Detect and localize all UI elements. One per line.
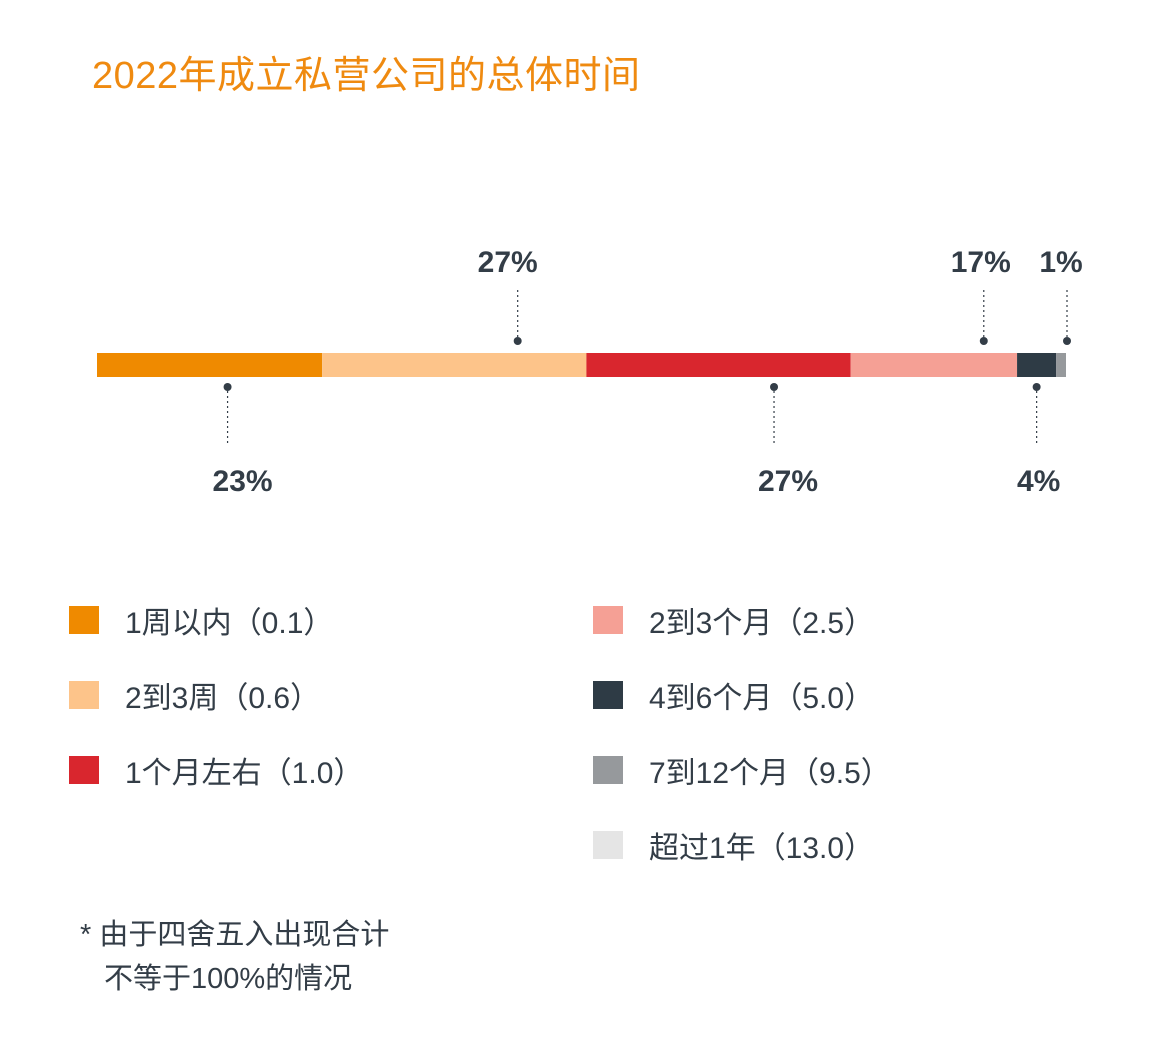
legend-swatch-0 bbox=[69, 606, 99, 634]
legend-label-1: 2到3周（0.6） bbox=[125, 682, 321, 715]
legend-swatch-4 bbox=[593, 681, 623, 709]
segment-label-4: 4% bbox=[1017, 465, 1060, 498]
segment-label-0: 23% bbox=[213, 465, 273, 498]
legend-swatch-5 bbox=[593, 756, 623, 784]
legend-swatch-6 bbox=[593, 831, 623, 859]
legend-label-0: 1周以内（0.1） bbox=[125, 607, 334, 640]
bar-segment-3 bbox=[850, 353, 1018, 377]
footnote-line-1: * 由于四舍五入出现合计 bbox=[80, 919, 390, 951]
segment-labels: 23% 27% 27% 17% 4% 1% bbox=[213, 246, 1083, 498]
stacked-bar-chart: 23% 27% 27% 17% 4% 1% bbox=[97, 246, 1083, 498]
stacked-bar bbox=[97, 353, 1066, 377]
leader-dot-0 bbox=[223, 383, 232, 391]
chart-title: 2022年成立私营公司的总体时间 bbox=[92, 55, 641, 97]
bar-segment-0 bbox=[97, 353, 323, 377]
legend-item-4: 4到6个月（5.0） bbox=[593, 675, 874, 715]
leader-dot-1 bbox=[513, 337, 522, 345]
legend-swatch-1 bbox=[69, 681, 99, 709]
bar-segment-4 bbox=[1017, 353, 1057, 377]
legend-item-5: 7到12个月（9.5） bbox=[593, 750, 891, 790]
legend-label-6: 超过1年（13.0） bbox=[649, 832, 875, 865]
legend-item-3: 2到3个月（2.5） bbox=[593, 600, 874, 640]
legend-label-2: 1个月左右（1.0） bbox=[125, 757, 364, 790]
leader-dot-3 bbox=[979, 337, 988, 345]
segment-label-1: 27% bbox=[478, 246, 538, 279]
leader-dot-5 bbox=[1063, 337, 1071, 345]
legend-item-2: 1个月左右（1.0） bbox=[69, 750, 363, 790]
bar-segment-1 bbox=[322, 353, 587, 377]
legend-label-5: 7到12个月（9.5） bbox=[649, 757, 891, 790]
legend-label-3: 2到3个月（2.5） bbox=[649, 607, 875, 640]
bar-segment-2 bbox=[586, 353, 851, 377]
segment-label-3: 17% bbox=[951, 246, 1011, 279]
legend-item-0: 1周以内（0.1） bbox=[69, 600, 333, 640]
footnote-line-2: 不等于100%的情况 bbox=[104, 963, 353, 995]
legend-swatch-3 bbox=[593, 606, 623, 634]
leader-dot-2 bbox=[770, 383, 779, 391]
segment-label-2: 27% bbox=[758, 465, 818, 498]
legend-swatch-2 bbox=[69, 756, 99, 784]
leader-dot-4 bbox=[1032, 383, 1041, 391]
bar-segment-5 bbox=[1056, 353, 1066, 377]
legend-label-4: 4到6个月（5.0） bbox=[649, 682, 875, 715]
legend-item-6: 超过1年（13.0） bbox=[593, 825, 874, 865]
segment-label-5: 1% bbox=[1039, 246, 1082, 279]
legend-item-1: 2到3周（0.6） bbox=[69, 675, 320, 715]
